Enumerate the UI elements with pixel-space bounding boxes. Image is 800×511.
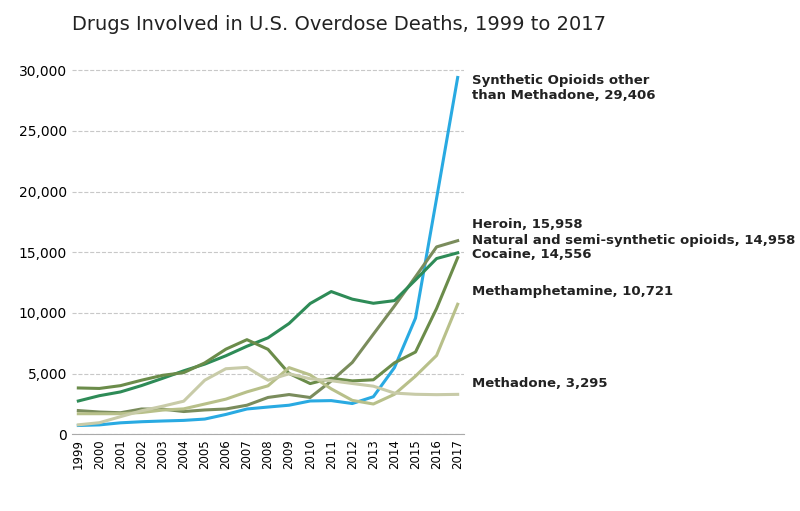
Text: Methamphetamine, 10,721: Methamphetamine, 10,721 bbox=[472, 285, 673, 297]
Text: Cocaine, 14,556: Cocaine, 14,556 bbox=[472, 248, 591, 261]
Text: Methadone, 3,295: Methadone, 3,295 bbox=[472, 377, 607, 390]
Text: Heroin, 15,958: Heroin, 15,958 bbox=[472, 218, 582, 231]
Text: Natural and semi-synthetic opioids, 14,958: Natural and semi-synthetic opioids, 14,9… bbox=[472, 234, 795, 247]
Text: Drugs Involved in U.S. Overdose Deaths, 1999 to 2017: Drugs Involved in U.S. Overdose Deaths, … bbox=[72, 15, 606, 34]
Text: Synthetic Opioids other
than Methadone, 29,406: Synthetic Opioids other than Methadone, … bbox=[472, 75, 655, 103]
